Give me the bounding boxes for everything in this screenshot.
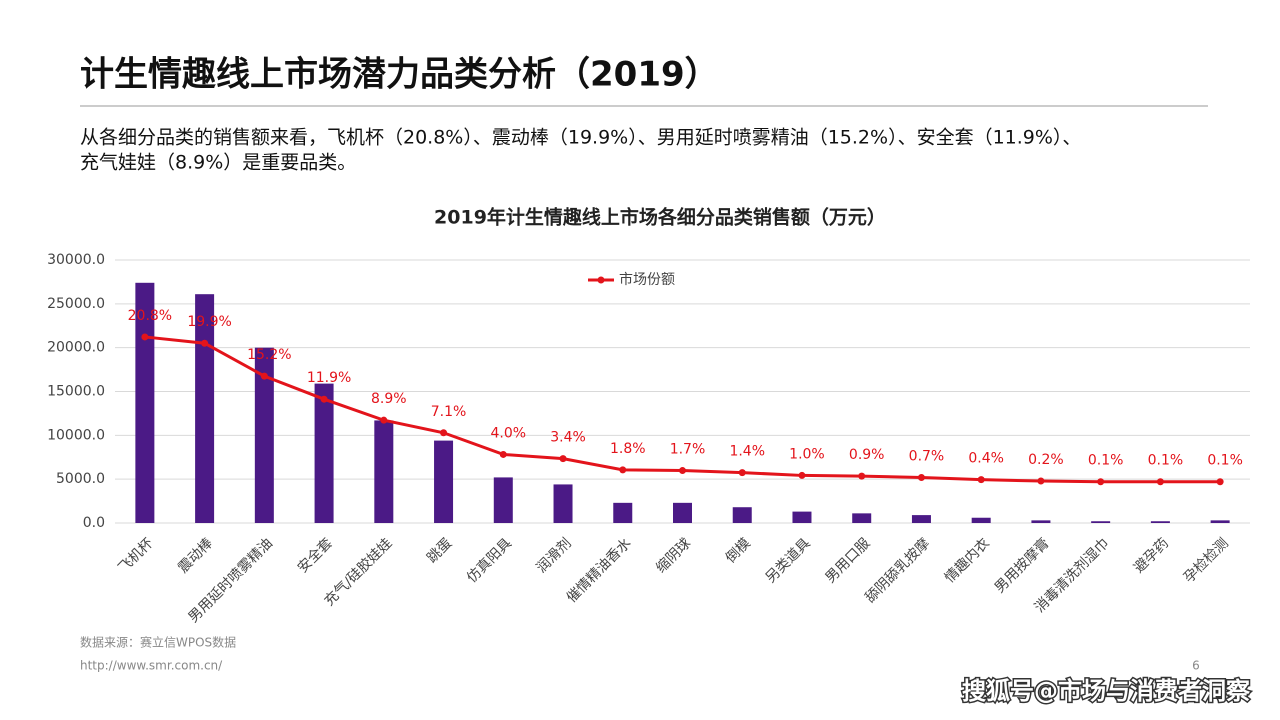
y-tick-label: 25000.0	[47, 296, 105, 312]
bar	[1031, 520, 1051, 523]
bar	[254, 347, 274, 523]
x-tick-label: 情趣内衣	[942, 535, 993, 586]
y-tick-label: 5000.0	[56, 471, 105, 487]
line-marker	[380, 416, 388, 424]
data-label: 4.0%	[491, 425, 527, 441]
bar	[553, 484, 573, 523]
bar	[195, 294, 215, 523]
data-label: 7.1%	[431, 404, 467, 420]
bar	[792, 511, 812, 523]
line-marker	[320, 395, 328, 403]
data-label: 1.4%	[729, 444, 765, 460]
x-tick-label: 孕检检测	[1181, 535, 1232, 586]
bar	[732, 507, 752, 523]
line-marker	[1037, 477, 1045, 485]
x-tick-label: 倒模	[723, 535, 754, 566]
x-tick-label: 避孕药	[1131, 535, 1172, 576]
data-label: 19.9%	[187, 314, 231, 330]
data-label: 0.7%	[909, 449, 945, 465]
data-label: 0.1%	[1088, 453, 1124, 469]
bar	[613, 502, 633, 523]
line-marker	[1216, 478, 1224, 486]
x-tick-label: 仿真阳具	[464, 535, 515, 586]
data-label: 3.4%	[550, 430, 586, 446]
legend-marker	[597, 276, 605, 284]
x-tick-label: 舔阴舔乳按摩	[862, 535, 933, 606]
bar	[434, 440, 454, 523]
bar	[673, 502, 692, 523]
data-label: 15.2%	[247, 347, 291, 363]
x-tick-label: 安全套	[294, 535, 336, 577]
x-tick-label: 催情精油香水	[564, 535, 635, 606]
y-tick-label: 10000.0	[47, 427, 105, 443]
data-label: 0.2%	[1028, 452, 1064, 468]
legend-label: 市场份额	[619, 271, 675, 288]
bar	[1150, 521, 1170, 523]
data-label: 0.4%	[968, 451, 1004, 467]
data-label: 0.1%	[1148, 453, 1184, 469]
bar	[971, 517, 991, 523]
x-tick-label: 男用按摩膏	[991, 535, 1053, 597]
watermark: 搜狐号@市场与消费者洞察	[962, 677, 1251, 705]
data-label: 8.9%	[371, 391, 407, 407]
bar	[493, 477, 513, 523]
bar	[314, 383, 334, 523]
x-tick-label: 震动棒	[175, 535, 216, 576]
data-label: 1.7%	[670, 442, 706, 458]
bar	[852, 513, 872, 523]
y-tick-label: 20000.0	[47, 340, 105, 356]
description: 从各细分品类的销售额来看，飞机杯（20.8%）、震动棒（19.9%）、男用延时喷…	[80, 127, 1081, 149]
x-tick-label: 男用口服	[822, 535, 873, 586]
line-marker	[858, 472, 866, 480]
data-label: 0.1%	[1207, 453, 1243, 469]
line-marker	[917, 474, 925, 482]
y-tick-label: 30000.0	[47, 252, 105, 268]
data-label: 1.0%	[789, 446, 825, 462]
line-marker	[141, 333, 149, 341]
x-tick-label: 润滑剂	[533, 535, 575, 577]
line-marker	[559, 455, 567, 463]
line-marker	[798, 471, 806, 479]
description: 充气娃娃（8.9%）是重要品类。	[80, 152, 356, 174]
line-marker	[440, 429, 448, 437]
x-tick-label: 另类道具	[763, 535, 814, 586]
line-marker	[1156, 478, 1164, 486]
bar	[135, 282, 155, 523]
data-label: 20.8%	[128, 308, 172, 324]
x-tick-label: 飞机杯	[116, 535, 157, 576]
line-marker	[977, 476, 985, 484]
line-marker	[260, 372, 268, 380]
chart-title: 2019年计生情趣线上市场各细分品类销售额（万元）	[434, 206, 886, 229]
x-tick-label: 跳蛋	[424, 535, 455, 566]
line-marker	[619, 466, 627, 474]
line-marker	[499, 450, 507, 458]
bar	[374, 420, 394, 523]
page-number: 6	[1192, 659, 1200, 673]
line-marker	[1097, 478, 1105, 486]
data-label: 0.9%	[849, 447, 885, 463]
y-tick-label: 15000.0	[47, 384, 105, 400]
line-marker	[201, 339, 209, 347]
url: http://www.smr.com.cn/	[80, 659, 223, 673]
y-tick-label: 0.0	[83, 515, 105, 531]
line-marker	[679, 467, 686, 475]
source: 数据来源：赛立信WPOS数据	[80, 635, 236, 650]
x-tick-label: 缩阴球	[653, 535, 694, 576]
bar	[911, 515, 931, 523]
data-label: 11.9%	[307, 370, 351, 386]
slide-title: 计生情趣线上市场潜力品类分析（2019）	[80, 55, 719, 95]
bar	[1210, 520, 1230, 523]
bar	[1091, 521, 1111, 523]
data-label: 1.8%	[610, 441, 646, 457]
line-marker	[738, 469, 746, 477]
